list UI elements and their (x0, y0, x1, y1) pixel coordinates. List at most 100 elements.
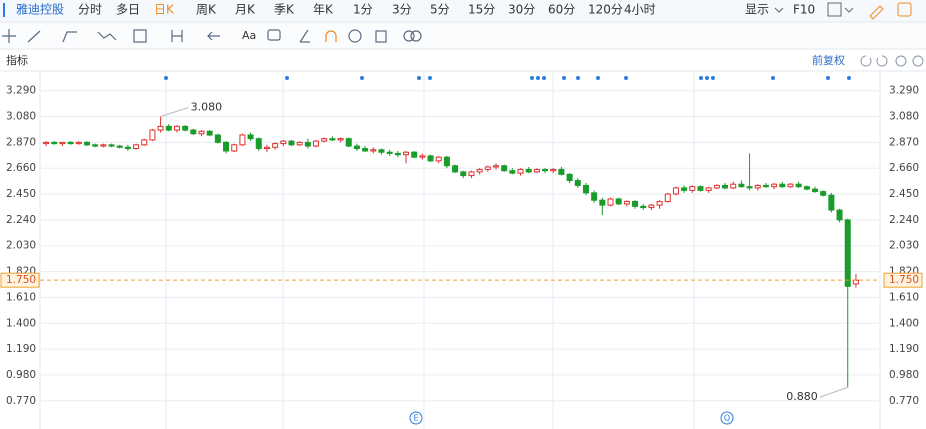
candle-body (108, 144, 115, 147)
period-tab[interactable]: 4小时 (624, 3, 656, 17)
y-tick-label-right: 1.610 (889, 291, 919, 303)
candle-body (599, 199, 606, 206)
line-tool[interactable] (27, 30, 41, 43)
period-tab[interactable]: 日K (154, 3, 175, 17)
period-tab[interactable]: 季K (274, 3, 295, 17)
wave-tool[interactable] (97, 31, 117, 41)
period-tab[interactable]: 15分 (468, 3, 495, 17)
event-dot[interactable] (285, 76, 289, 80)
period-tab[interactable]: 3分 (392, 3, 412, 17)
arrow-tool[interactable] (207, 31, 220, 41)
magnet-tool[interactable] (325, 30, 337, 42)
last-price-tag (0, 272, 40, 288)
event-dot[interactable] (711, 76, 715, 80)
delete-tool[interactable] (375, 30, 387, 43)
candle-body (329, 138, 336, 141)
candle-body (362, 148, 369, 152)
candle-body (771, 183, 778, 188)
undo-icon[interactable] (860, 55, 872, 67)
event-dot[interactable] (360, 76, 364, 80)
period-tab[interactable]: 周K (196, 3, 217, 17)
event-dot[interactable] (847, 76, 851, 80)
y-tick-label: 2.450 (6, 188, 36, 200)
event-dot[interactable] (542, 76, 546, 80)
candle-body (149, 129, 156, 141)
y-tick-label: 1.610 (6, 291, 36, 303)
candle-body (648, 204, 655, 209)
candle-body (337, 138, 344, 141)
pen-icon[interactable] (869, 5, 884, 20)
adjustment[interactable]: 前复权 (812, 53, 845, 67)
event-dot[interactable] (164, 76, 168, 80)
period-tab[interactable]: 120分 (588, 3, 623, 17)
y-tick-label-right: 1.190 (889, 343, 919, 355)
candle-body (452, 165, 459, 173)
event-dot[interactable] (530, 76, 534, 80)
candle-body (582, 184, 589, 194)
display-menu[interactable]: 显示 (745, 3, 769, 17)
note-tool[interactable] (267, 29, 281, 41)
candle-body (190, 129, 197, 135)
period-tab[interactable]: 月K (235, 3, 256, 17)
y-tick-label-right: 2.450 (889, 188, 919, 200)
zoom-out-icon[interactable] (895, 55, 907, 67)
y-tick-label: 1.190 (6, 343, 36, 355)
event-dot[interactable] (699, 76, 703, 80)
candle-body (321, 138, 328, 142)
period-tab[interactable]: 年K (313, 3, 334, 17)
candle-body (100, 144, 107, 147)
candle-body (67, 141, 74, 145)
angle-tool[interactable] (299, 29, 310, 43)
link-tool[interactable] (410, 30, 422, 42)
candle-body (443, 156, 450, 167)
event-dot[interactable] (705, 76, 709, 80)
period-tab[interactable]: 1分 (353, 3, 373, 17)
checkbox[interactable] (827, 2, 842, 17)
event-dot[interactable] (771, 76, 775, 80)
event-dot[interactable] (596, 76, 600, 80)
event-dot[interactable] (562, 76, 566, 80)
candle-body (255, 138, 262, 150)
period-tab[interactable]: 多日 (116, 3, 140, 17)
event-marker-label: Q (724, 414, 730, 423)
event-dot[interactable] (428, 76, 432, 80)
event-dot[interactable] (417, 76, 421, 80)
link-tool[interactable] (403, 30, 415, 42)
text-tool[interactable]: Aa (242, 29, 256, 42)
candle-body (795, 183, 802, 188)
period-tab[interactable]: 分时 (78, 3, 102, 17)
y-tick-label-right: 2.870 (889, 136, 919, 148)
y-tick-label-right: 2.660 (889, 162, 919, 174)
stock-name[interactable]: 雅迪控股 (16, 2, 64, 17)
period-tab[interactable]: 30分 (508, 3, 535, 17)
extreme-label: 0.880 (786, 390, 818, 403)
candle-body (844, 219, 851, 287)
candle-body (820, 191, 827, 196)
hide-tool[interactable] (348, 29, 362, 43)
settings-icon[interactable] (897, 2, 912, 17)
event-marker[interactable] (409, 411, 423, 425)
move-tool[interactable] (2, 29, 16, 43)
event-dot[interactable] (826, 76, 830, 80)
last-price-tag (883, 272, 923, 288)
redo-icon[interactable] (876, 55, 888, 67)
candle-body (476, 168, 483, 173)
period-tab[interactable]: 5分 (430, 3, 450, 17)
event-marker[interactable] (720, 411, 734, 425)
candle-body (574, 180, 581, 186)
zoom-in-icon[interactable] (912, 55, 924, 67)
period-tab[interactable]: 60分 (548, 3, 575, 17)
event-dot[interactable] (576, 76, 580, 80)
candle-body (681, 187, 688, 191)
event-dot[interactable] (624, 76, 628, 80)
y-tick-label-right: 0.770 (889, 395, 919, 407)
candle-body (182, 125, 189, 131)
candle-body (165, 125, 172, 131)
f10-button[interactable]: F10 (793, 3, 815, 17)
fib-tool[interactable] (133, 29, 147, 43)
candle-body (460, 171, 467, 177)
channel-tool[interactable] (62, 31, 77, 43)
event-dot[interactable] (536, 76, 540, 80)
measure-tool[interactable] (171, 30, 183, 42)
indicator-label[interactable]: 指标 (6, 53, 28, 67)
